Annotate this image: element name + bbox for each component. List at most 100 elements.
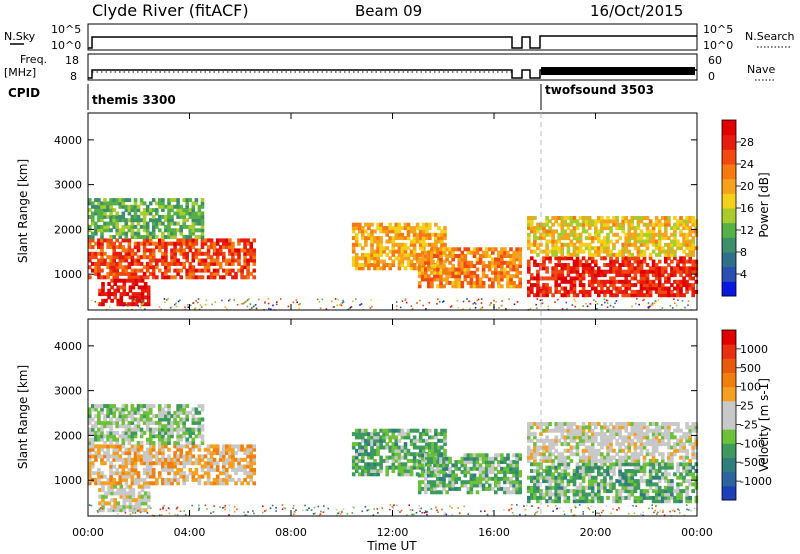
heatmap-cell: [443, 452, 447, 457]
heatmap-cell: [437, 448, 441, 453]
heatmap-cell: [627, 219, 632, 224]
heatmap-cell: [110, 508, 114, 513]
heatmap-cell: [475, 490, 480, 495]
heatmap-cell: [536, 252, 540, 257]
heatmap-cell: [185, 477, 189, 482]
heatmap-cell: [574, 305, 576, 308]
heatmap-cell: [176, 420, 180, 425]
heatmap-cell: [633, 425, 638, 430]
heatmap-cell: [128, 501, 133, 506]
heatmap-cell: [494, 476, 498, 481]
heatmap-cell: [142, 461, 147, 466]
heatmap-cell: [97, 447, 101, 452]
heatmap-cell: [121, 204, 126, 209]
heatmap-cell: [603, 289, 607, 294]
heatmap-cell: [536, 479, 540, 484]
heatmap-cell: [385, 246, 389, 251]
heatmap-cell: [179, 248, 183, 253]
heatmap-cell: [630, 276, 635, 281]
heatmap-cell: [547, 305, 549, 308]
heatmap-cell: [146, 298, 151, 303]
heatmap-cell: [100, 204, 104, 209]
heatmap-cell: [142, 201, 147, 206]
heatmap-cell: [173, 204, 177, 209]
heatmap-cell: [509, 284, 513, 289]
heatmap-cell: [594, 422, 598, 426]
heatmap-cell: [615, 279, 619, 284]
heatmap-cell: [667, 479, 671, 484]
heatmap-cell: [424, 270, 428, 275]
heatmap-cell: [581, 489, 586, 494]
heatmap-cell: [376, 252, 380, 257]
heatmap-cell: [685, 246, 689, 251]
heatmap-cell: [654, 222, 659, 227]
heatmap-cell: [197, 404, 202, 409]
heatmap-cell: [481, 270, 486, 275]
heatmap-cell: [472, 480, 477, 485]
heatmap-cell: [203, 241, 208, 246]
heatmap-cell: [182, 417, 186, 422]
heatmap-cell: [376, 249, 380, 254]
heatmap-cell: [161, 204, 165, 209]
heatmap-cell: [545, 422, 549, 426]
heatmap-cell: [661, 422, 665, 426]
heatmap-cell: [364, 452, 368, 457]
heatmap-cell: [121, 218, 126, 223]
heatmap-cell: [612, 462, 616, 467]
heatmap-cell: [612, 222, 616, 227]
heatmap-cell: [581, 455, 586, 460]
heatmap-cell: [554, 428, 558, 433]
nsearch-tick-top: 10^5: [703, 23, 733, 36]
heatmap-cell: [176, 258, 180, 263]
heatmap-cell: [639, 452, 644, 457]
heatmap-cell: [606, 458, 610, 463]
heatmap-cell: [645, 452, 650, 457]
heatmap-cell: [142, 471, 147, 476]
heatmap-cell: [563, 279, 568, 284]
heatmap-cell: [679, 455, 683, 460]
heatmap-cell: [691, 475, 695, 480]
heatmap-cell: [621, 482, 625, 487]
heatmap-cell: [225, 481, 229, 486]
heatmap-cell: [142, 302, 144, 305]
heatmap-cell: [618, 435, 622, 440]
heatmap-cell: [551, 475, 555, 480]
heatmap-cell: [475, 463, 480, 468]
heatmap-cell: [106, 477, 110, 482]
heatmap-cell: [215, 464, 220, 469]
heatmap-cell: [472, 466, 477, 471]
heatmap-cell: [454, 280, 458, 285]
heatmap-cell: [137, 504, 142, 509]
heatmap-cell: [173, 417, 177, 422]
heatmap-cell: [433, 277, 437, 282]
heatmap-cell: [118, 454, 123, 459]
heatmap-cell: [141, 299, 143, 302]
heatmap-cell: [445, 466, 449, 471]
heatmap-cell: [222, 275, 226, 280]
heatmap-cell: [615, 222, 619, 227]
heatmap-cell: [88, 265, 92, 270]
heatmap-cell: [624, 279, 628, 284]
heatmap-cell: [572, 479, 577, 484]
heatmap-cell: [97, 261, 101, 266]
heatmap-cell: [222, 467, 226, 472]
heatmap-cell: [127, 224, 132, 229]
heatmap-cell: [373, 472, 377, 477]
heatmap-cell: [572, 445, 577, 450]
heatmap-cell: [101, 282, 105, 286]
heatmap-cell: [466, 456, 471, 461]
heatmap-cell: [113, 282, 117, 286]
heatmap-cell: [382, 266, 386, 271]
heatmap-cell: [639, 445, 644, 450]
heatmap-cell: [603, 279, 607, 284]
heatmap-cell: [185, 271, 189, 276]
heatmap-cell: [574, 300, 577, 303]
heatmap-cell: [684, 306, 686, 309]
heatmap-cell: [557, 289, 561, 294]
heatmap-cell: [388, 266, 392, 271]
heatmap-cell: [249, 461, 253, 466]
heatmap-cell: [624, 273, 628, 278]
heatmap-cell: [478, 257, 483, 262]
heatmap-cell: [436, 250, 440, 255]
heatmap-cell: [115, 430, 119, 435]
